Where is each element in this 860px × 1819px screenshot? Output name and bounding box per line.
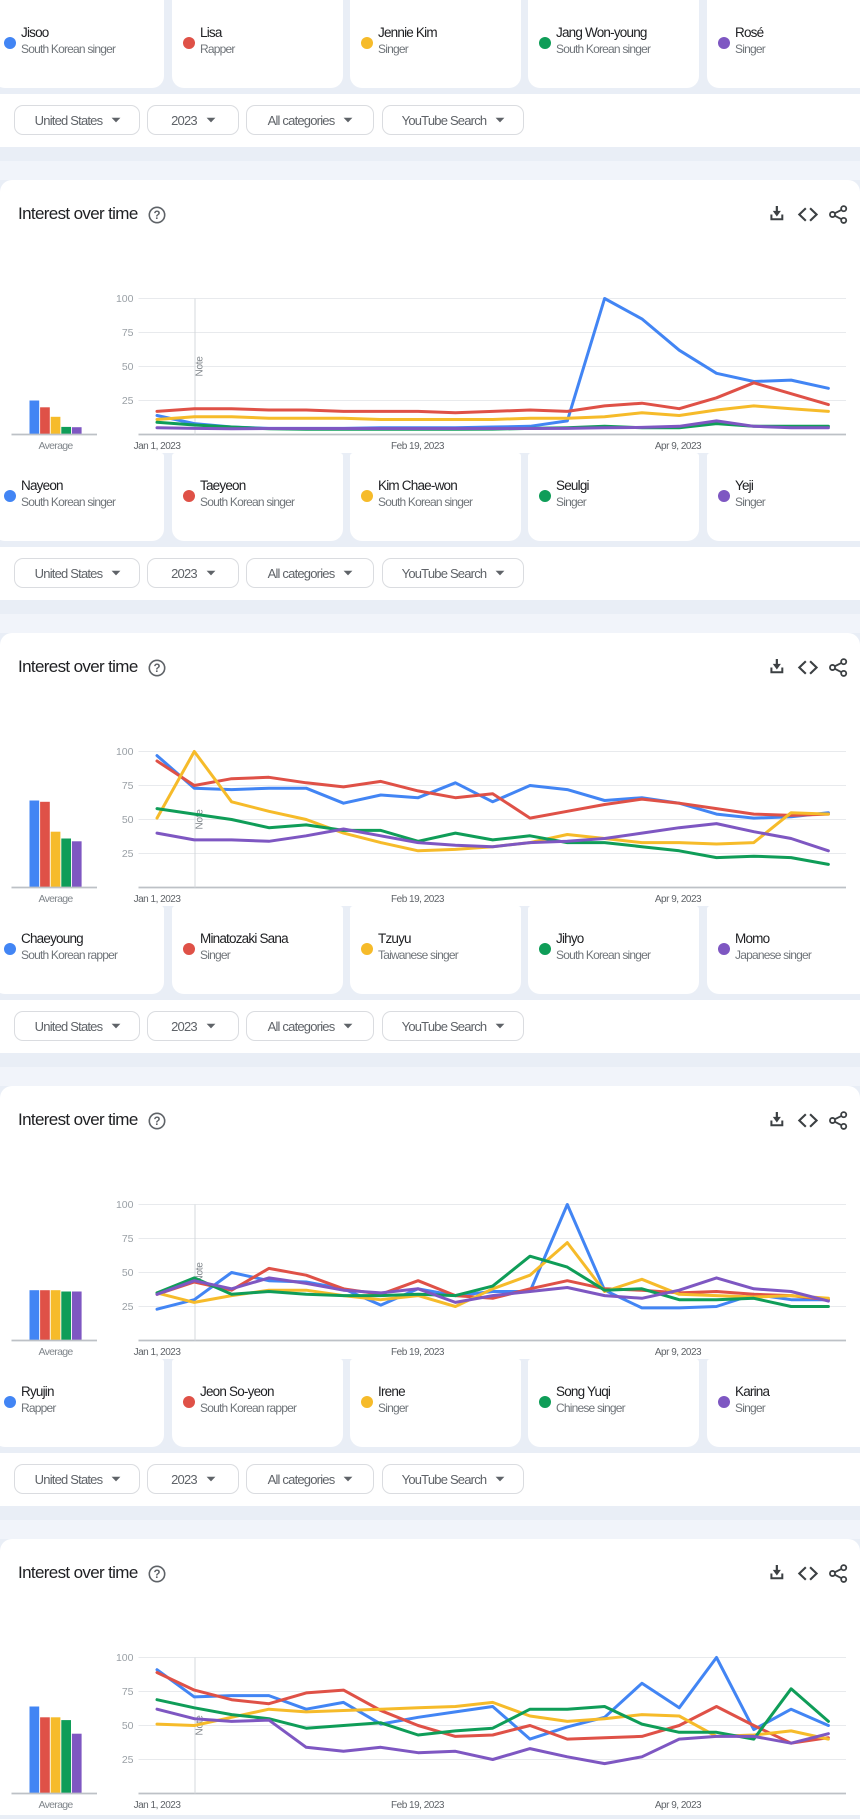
svg-text:25: 25 (122, 848, 134, 860)
svg-text:Note: Note (195, 809, 206, 830)
svg-text:75: 75 (122, 1233, 134, 1245)
svg-text:Jan 1, 2023: Jan 1, 2023 (134, 1347, 182, 1358)
svg-text:25: 25 (122, 395, 134, 407)
svg-text:Apr 9, 2023: Apr 9, 2023 (655, 1800, 702, 1811)
svg-text:?: ? (153, 663, 160, 675)
svg-text:Jan 1, 2023: Jan 1, 2023 (134, 894, 182, 905)
svg-text:Apr 9, 2023: Apr 9, 2023 (655, 1347, 702, 1358)
svg-text:Note: Note (195, 1262, 206, 1283)
svg-text:25: 25 (122, 1301, 134, 1313)
svg-text:Jan 1, 2023: Jan 1, 2023 (134, 441, 182, 452)
svg-text:100: 100 (116, 1652, 134, 1664)
svg-text:Average: Average (38, 893, 73, 905)
svg-text:100: 100 (116, 1199, 134, 1211)
svg-text:Feb 19, 2023: Feb 19, 2023 (391, 441, 445, 452)
svg-text:75: 75 (122, 327, 134, 339)
svg-text:?: ? (153, 1569, 160, 1581)
svg-text:Feb 19, 2023: Feb 19, 2023 (391, 1800, 445, 1811)
svg-text:?: ? (153, 1116, 160, 1128)
svg-text:Apr 9, 2023: Apr 9, 2023 (655, 441, 702, 452)
svg-text:Average: Average (38, 440, 73, 452)
svg-text:Feb 19, 2023: Feb 19, 2023 (391, 1347, 445, 1358)
svg-text:25: 25 (122, 1754, 134, 1766)
svg-text:75: 75 (122, 780, 134, 792)
svg-text:50: 50 (122, 361, 134, 373)
svg-text:50: 50 (122, 814, 134, 826)
svg-text:50: 50 (122, 1267, 134, 1279)
svg-text:Average: Average (38, 1346, 73, 1358)
svg-text:Apr 9, 2023: Apr 9, 2023 (655, 894, 702, 905)
svg-text:100: 100 (116, 293, 134, 305)
svg-text:Average: Average (38, 1799, 73, 1811)
svg-text:Feb 19, 2023: Feb 19, 2023 (391, 894, 445, 905)
svg-text:100: 100 (116, 746, 134, 758)
svg-text:Note: Note (195, 356, 206, 377)
svg-text:50: 50 (122, 1720, 134, 1732)
svg-text:Jan 1, 2023: Jan 1, 2023 (134, 1800, 182, 1811)
svg-text:75: 75 (122, 1686, 134, 1698)
svg-text:?: ? (153, 210, 160, 222)
